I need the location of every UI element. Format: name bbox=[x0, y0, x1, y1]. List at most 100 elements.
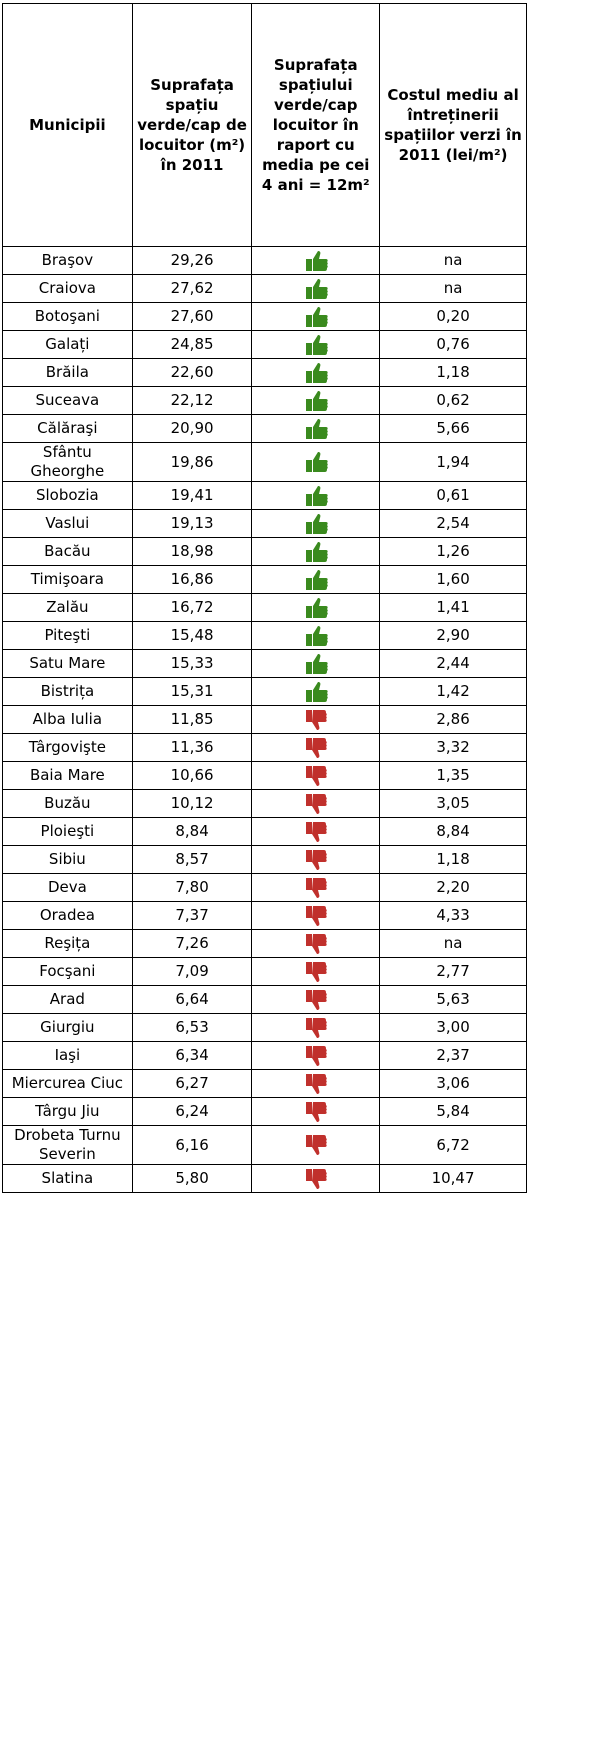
table-cell: 8,57 bbox=[131, 845, 253, 874]
table-cell: 8,84 bbox=[379, 817, 527, 846]
table-cell: Brăila bbox=[2, 358, 133, 387]
table-cell: 1,41 bbox=[379, 593, 527, 622]
thumb-down bbox=[305, 793, 327, 814]
thumb-up bbox=[305, 569, 328, 590]
rating-icon-cell bbox=[251, 845, 381, 874]
thumb-down bbox=[305, 1017, 327, 1038]
table-row: Drobeta Turnu Severin 6,16 6,72 bbox=[2, 1125, 527, 1165]
table-cell: 6,64 bbox=[131, 985, 253, 1014]
table-cell: Deva bbox=[2, 873, 133, 902]
table-row: Iaşi 6,34 2,37 bbox=[2, 1041, 527, 1070]
table-cell: 24,85 bbox=[131, 330, 253, 359]
table-cell: 5,66 bbox=[379, 414, 527, 443]
rating-icon-cell bbox=[251, 761, 381, 790]
table-cell: Vaslui bbox=[2, 509, 133, 538]
table-cell: 16,86 bbox=[131, 565, 253, 594]
table-cell: 7,26 bbox=[131, 929, 253, 958]
table-row: Arad 6,64 5,63 bbox=[2, 985, 527, 1014]
rating-icon-cell bbox=[251, 330, 381, 359]
table-cell: 1,18 bbox=[379, 358, 527, 387]
table-cell: Buzău bbox=[2, 789, 133, 818]
table-cell: Focşani bbox=[2, 957, 133, 986]
table-cell: Drobeta Turnu Severin bbox=[2, 1125, 133, 1165]
table-cell: Sibiu bbox=[2, 845, 133, 874]
table-cell: Craiova bbox=[2, 274, 133, 303]
table-cell: na bbox=[379, 274, 527, 303]
table-cell: 15,31 bbox=[131, 677, 253, 706]
table-cell: 11,85 bbox=[131, 705, 253, 734]
rating-icon-cell bbox=[251, 565, 381, 594]
table-cell: 6,53 bbox=[131, 1013, 253, 1042]
table-cell: 5,80 bbox=[131, 1164, 253, 1193]
table-cell: 6,16 bbox=[131, 1125, 253, 1165]
table-row: Călăraşi 20,90 5,66 bbox=[2, 414, 527, 443]
thumb-down bbox=[305, 877, 327, 898]
table-cell: Sfântu Gheorghe bbox=[2, 442, 133, 482]
table-row: Craiova 27,62 na bbox=[2, 274, 527, 303]
table-cell: 6,27 bbox=[131, 1069, 253, 1098]
table-cell: Zalău bbox=[2, 593, 133, 622]
table-cell: 7,09 bbox=[131, 957, 253, 986]
thumb-down bbox=[305, 737, 327, 758]
table-cell: 19,13 bbox=[131, 509, 253, 538]
rating-icon-cell bbox=[251, 733, 381, 762]
thumb-down bbox=[305, 1135, 327, 1155]
table-cell: 6,72 bbox=[379, 1125, 527, 1165]
rating-icon-cell bbox=[251, 677, 381, 706]
rating-icon-cell bbox=[251, 1041, 381, 1070]
thumb-down bbox=[305, 961, 327, 982]
table-row: Târgovişte 11,36 3,32 bbox=[2, 733, 527, 762]
table-row: Ploieşti 8,84 8,84 bbox=[2, 817, 527, 846]
table-cell: 5,63 bbox=[379, 985, 527, 1014]
thumb-up bbox=[305, 250, 328, 271]
table-cell: Botoşani bbox=[2, 302, 133, 331]
table-cell: 2,20 bbox=[379, 873, 527, 902]
table-cell: 0,61 bbox=[379, 481, 527, 510]
table-cell: 1,18 bbox=[379, 845, 527, 874]
table-cell: Arad bbox=[2, 985, 133, 1014]
table-cell: 16,72 bbox=[131, 593, 253, 622]
table-cell: Slobozia bbox=[2, 481, 133, 510]
thumb-down bbox=[305, 1045, 327, 1066]
thumb-down bbox=[305, 1073, 327, 1094]
thumb-up bbox=[305, 362, 328, 383]
table-cell: 2,86 bbox=[379, 705, 527, 734]
thumb-up bbox=[305, 541, 328, 562]
table-cell: 6,24 bbox=[131, 1097, 253, 1126]
table-cell: 15,48 bbox=[131, 621, 253, 650]
thumb-up bbox=[305, 452, 328, 472]
header-cell: Suprafața spațiu verde/cap de locuitor (… bbox=[131, 3, 253, 247]
thumb-up bbox=[305, 681, 328, 702]
table-cell: 4,33 bbox=[379, 901, 527, 930]
rating-icon-cell bbox=[251, 985, 381, 1014]
thumb-up bbox=[305, 390, 328, 411]
header-cell: Costul mediu al întreținerii spațiilor v… bbox=[379, 3, 527, 247]
table-cell: 1,35 bbox=[379, 761, 527, 790]
table-row: Slatina 5,80 10,47 bbox=[2, 1164, 527, 1193]
table-cell: 2,44 bbox=[379, 649, 527, 678]
thumb-down bbox=[305, 1168, 327, 1189]
table-cell: Piteşti bbox=[2, 621, 133, 650]
table-row: Galați 24,85 0,76 bbox=[2, 330, 527, 359]
thumb-down bbox=[305, 933, 327, 954]
table-cell: 0,62 bbox=[379, 386, 527, 415]
thumb-up bbox=[305, 653, 328, 674]
green-space-table: Municipii Suprafața spațiu verde/cap de … bbox=[2, 3, 527, 1193]
table-cell: 10,47 bbox=[379, 1164, 527, 1193]
thumb-down bbox=[305, 989, 327, 1010]
table-cell: Alba Iulia bbox=[2, 705, 133, 734]
table-cell: 1,42 bbox=[379, 677, 527, 706]
table-cell: Suceava bbox=[2, 386, 133, 415]
table-row: Buzău 10,12 3,05 bbox=[2, 789, 527, 818]
rating-icon-cell bbox=[251, 414, 381, 443]
table-cell: 10,66 bbox=[131, 761, 253, 790]
table-cell: 2,90 bbox=[379, 621, 527, 650]
rating-icon-cell bbox=[251, 302, 381, 331]
table-cell: 0,20 bbox=[379, 302, 527, 331]
thumb-down bbox=[305, 709, 327, 730]
table-cell: 1,60 bbox=[379, 565, 527, 594]
table-row: Brăila 22,60 1,18 bbox=[2, 358, 527, 387]
thumb-down bbox=[305, 849, 327, 870]
rating-icon-cell bbox=[251, 537, 381, 566]
